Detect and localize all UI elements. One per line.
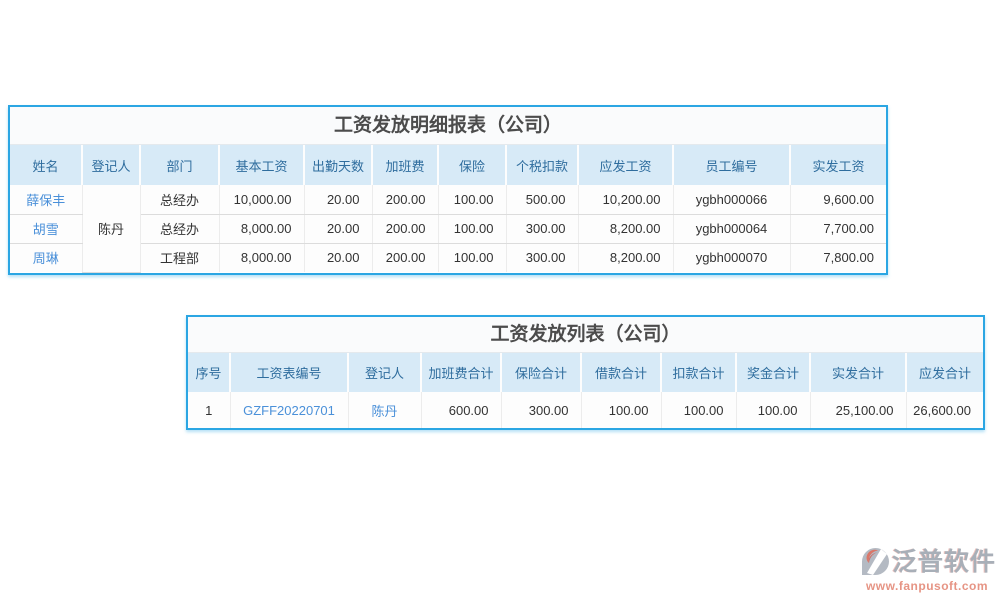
cell-insurance: 100.00 [438, 185, 507, 215]
col-header-registrant: 登记人 [82, 145, 141, 185]
fanpu-logo-icon [860, 546, 892, 578]
cell-attendance-days: 20.00 [304, 185, 373, 215]
employee-name-link[interactable]: 周琳 [32, 251, 59, 267]
table-row: 周琳 工程部 8,000.00 20.00 200.00 100.00 300.… [10, 243, 886, 272]
cell-loan-total: 100.00 [581, 392, 662, 428]
col-header-loan-total: 借款合计 [581, 353, 662, 392]
col-header-payroll-id: 工资表编号 [230, 353, 349, 392]
detail-report-card: 工资发放明细报表（公司） 姓名 登记人 部门 基本工资 出勤天数 加班费 保险 … [8, 105, 888, 275]
cell-actual-salary: 9,600.00 [790, 185, 886, 215]
col-header-name: 姓名 [10, 145, 83, 185]
fanpu-brand-text: 泛普软件 [892, 548, 997, 576]
cell-employee-id: ygbh000070 [673, 243, 791, 272]
cell-registrant-merged: 陈丹 [82, 185, 141, 273]
cell-base-salary: 8,000.00 [219, 243, 305, 272]
cell-bonus-total: 100.00 [736, 392, 811, 428]
cell-employee-id: ygbh000064 [673, 214, 791, 244]
cell-payroll-id: GZFF20220701 [230, 392, 349, 428]
cell-department: 总经办 [140, 185, 220, 215]
fanpu-url-text: www.fanpusoft.com [865, 579, 989, 593]
cell-insurance: 100.00 [438, 243, 507, 272]
col-header-base-salary: 基本工资 [219, 145, 305, 185]
cell-department: 工程部 [140, 243, 220, 272]
cell-overtime-pay: 200.00 [372, 185, 439, 215]
cell-tax-deduction: 300.00 [506, 214, 579, 244]
employee-name-link[interactable]: 胡雪 [32, 222, 59, 237]
col-header-deduction-total: 扣款合计 [661, 353, 737, 392]
cell-overtime-total: 600.00 [421, 392, 502, 428]
cell-actual-salary: 7,800.00 [790, 243, 886, 272]
cell-payable-salary: 10,200.00 [578, 185, 674, 215]
cell-overtime-pay: 200.00 [372, 243, 439, 272]
cell-base-salary: 8,000.00 [219, 214, 305, 244]
cell-insurance: 100.00 [438, 214, 507, 244]
cell-registrant: 陈丹 [348, 392, 422, 428]
payroll-id-link[interactable]: GZFF20220701 [243, 402, 335, 418]
table-row: 薛保丰 陈丹 总经办 10,000.00 20.00 200.00 100.00… [10, 185, 886, 273]
cell-overtime-pay: 200.00 [372, 214, 439, 244]
col-header-employee-id: 员工编号 [673, 145, 791, 185]
cell-payable-salary: 8,200.00 [578, 243, 674, 272]
col-header-registrant: 登记人 [348, 353, 422, 392]
col-header-overtime-pay: 加班费 [372, 145, 439, 185]
cell-index: 1 [188, 392, 231, 428]
col-header-overtime-total: 加班费合计 [421, 353, 502, 392]
col-header-insurance: 保险 [438, 145, 507, 185]
col-header-department: 部门 [140, 145, 220, 185]
list-report-card: 工资发放列表（公司） 序号 工资表编号 登记人 加班费合计 保险合计 借款合计 … [186, 315, 985, 430]
cell-attendance-days: 20.00 [304, 243, 373, 272]
cell-payable-total: 26,600.00 [906, 392, 983, 428]
list-report-table: 序号 工资表编号 登记人 加班费合计 保险合计 借款合计 扣款合计 奖金合计 实… [188, 353, 983, 428]
employee-name-link[interactable]: 薛保丰 [26, 192, 66, 208]
col-header-tax-deduction: 个税扣款 [506, 145, 579, 185]
cell-attendance-days: 20.00 [304, 214, 373, 244]
col-header-actual-total: 实发合计 [810, 353, 907, 392]
cell-name: 周琳 [10, 243, 83, 272]
fanpu-watermark: 泛普软件 www.fanpusoft.com [860, 546, 997, 593]
cell-insurance-total: 300.00 [501, 392, 582, 428]
col-header-attendance-days: 出勤天数 [304, 145, 373, 185]
cell-tax-deduction: 500.00 [506, 185, 579, 215]
detail-header-row: 姓名 登记人 部门 基本工资 出勤天数 加班费 保险 个税扣款 应发工资 员工编… [10, 145, 886, 185]
col-header-actual-salary: 实发工资 [790, 145, 886, 185]
col-header-index: 序号 [188, 353, 231, 392]
cell-actual-total: 25,100.00 [810, 392, 907, 428]
cell-actual-salary: 7,700.00 [790, 214, 886, 244]
cell-deduction-total: 100.00 [661, 392, 737, 428]
registrant-link[interactable]: 陈丹 [371, 403, 398, 419]
cell-base-salary: 10,000.00 [219, 185, 305, 215]
col-header-payable-salary: 应发工资 [578, 145, 674, 185]
cell-name: 薛保丰 [10, 185, 83, 215]
cell-tax-deduction: 300.00 [506, 243, 579, 272]
list-header-row: 序号 工资表编号 登记人 加班费合计 保险合计 借款合计 扣款合计 奖金合计 实… [188, 353, 983, 392]
cell-name: 胡雪 [10, 214, 83, 244]
list-report-title: 工资发放列表（公司） [188, 317, 983, 353]
col-header-insurance-total: 保险合计 [501, 353, 582, 392]
col-header-bonus-total: 奖金合计 [736, 353, 811, 392]
table-row: 胡雪 总经办 8,000.00 20.00 200.00 100.00 300.… [10, 214, 886, 244]
cell-department: 总经办 [140, 214, 220, 244]
table-row: 1 GZFF20220701 陈丹 600.00 300.00 100.00 1… [188, 392, 983, 428]
cell-payable-salary: 8,200.00 [578, 214, 674, 244]
detail-report-title: 工资发放明细报表（公司） [10, 107, 886, 145]
cell-employee-id: ygbh000066 [673, 185, 791, 215]
col-header-payable-total: 应发合计 [906, 353, 983, 392]
detail-report-table: 姓名 登记人 部门 基本工资 出勤天数 加班费 保险 个税扣款 应发工资 员工编… [10, 145, 886, 273]
